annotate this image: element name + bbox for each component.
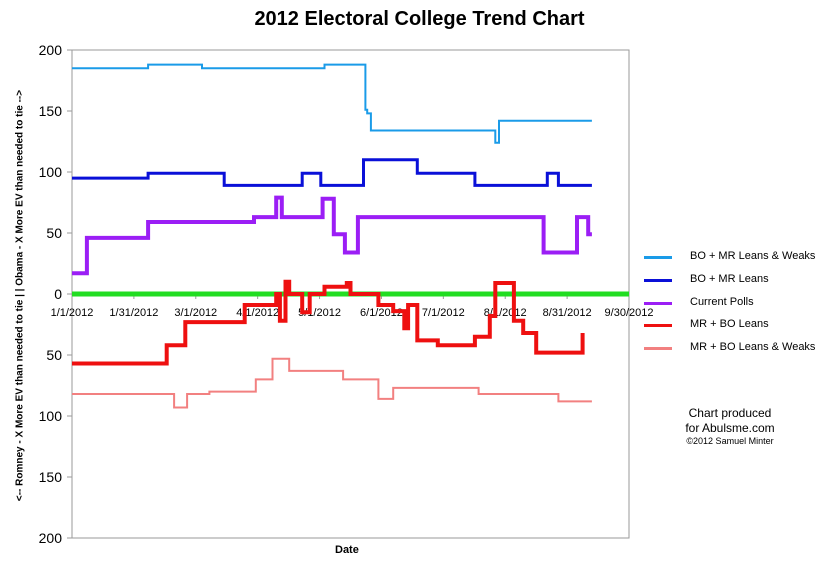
legend-label: MR + BO Leans xyxy=(690,318,769,331)
series-bo-mr-leans xyxy=(72,158,592,187)
credit-line-3: ©2012 Samuel Minter xyxy=(686,436,774,446)
y-tick-label: 50 xyxy=(46,347,62,363)
y-axis-label: <-- Romney - X More EV than needed to ti… xyxy=(14,89,26,502)
series-mr-bo-leans xyxy=(72,279,585,366)
legend-swatch xyxy=(644,301,672,305)
credit-line-1: Chart produced xyxy=(688,406,772,420)
x-tick-label: 4/1/2012 xyxy=(236,307,279,319)
legend-swatch xyxy=(644,278,672,282)
x-tick-label: 9/30/2012 xyxy=(605,307,654,319)
y-tick-label: 150 xyxy=(39,103,63,119)
x-tick-label: 1/1/2012 xyxy=(51,307,94,319)
series-current-polls xyxy=(72,195,592,276)
x-tick-label: 8/31/2012 xyxy=(543,307,592,319)
chart-title: 2012 Electoral College Trend Chart xyxy=(254,8,585,30)
legend-label: Current Polls xyxy=(690,295,754,308)
x-tick-label: 1/31/2012 xyxy=(109,307,158,319)
legend-label: MR + BO Leans & Weaks xyxy=(690,341,816,354)
y-tick-label: 0 xyxy=(54,286,62,302)
legend-swatch xyxy=(644,324,672,328)
legend-swatch xyxy=(644,256,672,259)
y-tick-label: 100 xyxy=(39,408,63,424)
legend-label: BO + MR Leans & Weaks xyxy=(690,250,816,262)
legend-item-current-polls: Current Polls xyxy=(644,294,839,317)
y-tick-label: 200 xyxy=(39,530,63,546)
legend-item-mr-bo-leans-weaks: MR + BO Leans & Weaks xyxy=(644,339,839,362)
series-bo-mr-leans-weaks xyxy=(72,63,592,144)
x-tick-label: 3/1/2012 xyxy=(174,307,217,319)
x-axis-label: Date xyxy=(335,544,359,556)
y-tick-label: 100 xyxy=(39,164,63,180)
y-tick-label: 200 xyxy=(39,42,63,58)
legend-label: BO + MR Leans xyxy=(690,272,769,285)
y-tick-label: 50 xyxy=(46,225,62,241)
series-mr-bo-leans-weaks xyxy=(72,357,592,409)
legend-swatch xyxy=(644,347,672,351)
series-lines xyxy=(72,63,629,409)
legend-item-mr-bo-leans: MR + BO Leans xyxy=(644,316,839,339)
credit-line-2: for Abulsme.com xyxy=(685,421,775,435)
legend-item-bo-mr-leans: BO + MR Leans xyxy=(644,271,839,294)
y-tick-label: 150 xyxy=(39,469,63,485)
legend-item-bo-mr-leans-weaks: BO + MR Leans & Weaks xyxy=(644,248,839,271)
x-tick-label: 7/1/2012 xyxy=(422,307,465,319)
legend: BO + MR Leans & Weaks BO + MR Leans Curr… xyxy=(644,248,839,362)
